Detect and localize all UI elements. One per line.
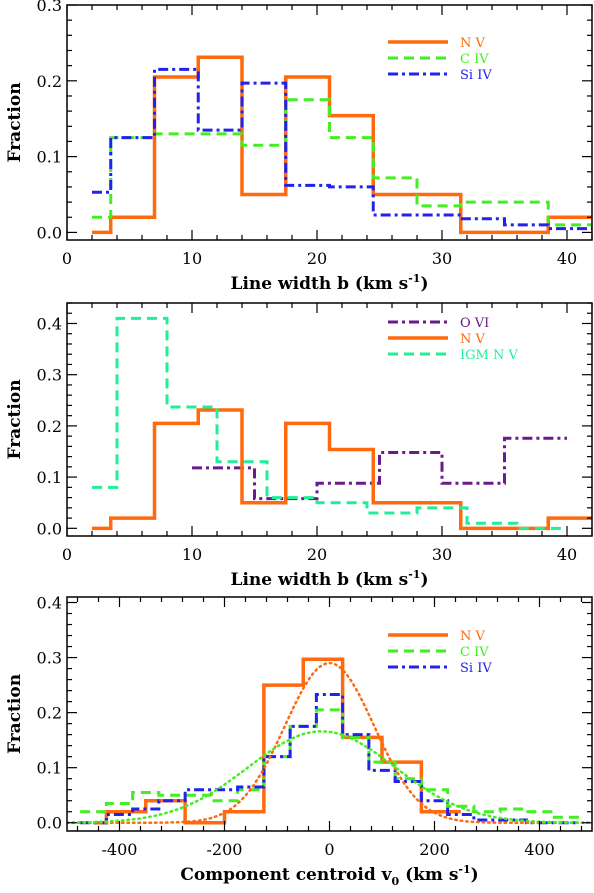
y-tick-label: 0.0 [37,223,62,242]
y-tick-label: 0.1 [37,759,62,778]
legend-label: C IV [460,52,489,67]
x-axis-label-superscript: -1 [408,568,420,581]
x-tick-label: 30 [432,249,452,268]
legend-entry-c-iv: C IV [388,52,489,67]
legend-entry-o-vi: O VI [388,316,489,331]
legend-entry-si-iv: Si IV [388,661,492,676]
legend-entry-n-v: N V [388,332,486,347]
panel-component-centroid: -400 -200 0 200 400 0.0 0.1 0.2 0.3 0.4 Component … [5,594,593,888]
x-tick-label: 0 [62,249,72,268]
plot-data [67,657,592,825]
legend-entry-n-v: N V [388,36,486,51]
x-tick-label: 20 [307,545,327,564]
x-tick-label: 200 [419,840,450,859]
y-axis-label: Fraction [5,674,25,754]
x-axis-label-text: Component centroid v [180,865,392,885]
x-axis-label-superscript: -1 [408,272,420,285]
y-tick-label: 0.4 [37,594,62,613]
series-o-vi-histogram [192,436,567,501]
y-tick-label: 0.3 [37,649,62,668]
legend-label: N V [460,36,486,51]
x-axis-label-text: (km s [399,865,458,885]
legend-label: C IV [460,645,489,660]
series-c-iv-histogram [92,98,592,227]
x-tick-label: 0 [324,840,334,859]
x-tick-label: 30 [432,545,452,564]
series-si-iv-histogram [80,692,579,825]
plot-frame [66,302,593,537]
x-axis-label-text: ) [420,274,428,294]
x-tick-label: 10 [182,249,202,268]
x-tick-label: 0 [62,545,72,564]
series-n-v-histogram [92,55,592,235]
x-tick-label: -200 [207,840,243,859]
legend-label: Si IV [460,661,492,676]
y-tick-label: 0.0 [37,519,62,538]
legend-label: N V [460,332,486,347]
x-axis-label-text: Line width b (km s [230,274,408,294]
legend-label: Si IV [460,68,492,83]
series-si-iv-histogram [92,67,592,231]
legend-label: O VI [460,316,489,331]
x-tick-label: 10 [182,545,202,564]
x-tick-label: 20 [307,249,327,268]
x-axis-label-subscript: 0 [392,875,400,888]
gaussian-fit-curve [67,730,592,824]
y-tick-label: 0.4 [37,314,62,333]
y-tick-label: 0.2 [37,417,62,436]
legend-entry-igm-n-v: IGM N V [388,348,518,363]
legend-entry-c-iv: C IV [388,645,489,660]
x-axis-label-superscript: -1 [458,863,470,876]
y-tick-label: 0.1 [37,468,62,487]
x-axis-label: Line width b (km s-1) [230,272,428,294]
x-axis-label-text: ) [420,570,428,590]
plot-frame [66,4,593,241]
x-axis-label-text: Line width b (km s [230,570,408,590]
plot-data [92,55,592,235]
x-axis-label: Component centroid v0 (km s-1) [180,863,478,888]
legend-label: N V [460,629,486,644]
y-tick-label: 0.3 [37,366,62,385]
legend-entry-n-v: N V [388,629,486,644]
x-tick-label: 400 [524,840,555,859]
legend-entry-si-iv: Si IV [388,68,492,83]
plot-frame [66,596,593,832]
panel-line-width-ovi-nv-igm: 0 10 20 30 40 0.0 0.1 0.2 0.3 0.4 Line width b (km… [5,302,593,590]
y-axis-label: Fraction [5,82,25,162]
plot-data [92,316,592,531]
y-tick-label: 0.0 [37,814,62,833]
y-axis-label: Fraction [5,379,25,459]
y-tick-label: 0.2 [37,704,62,723]
x-tick-label: 40 [557,545,577,564]
panel-line-width-nv-civ-siiv: 0 10 20 30 40 0.0 0.1 0.2 0.3 Line width b (km s-… [5,0,593,294]
x-tick-label: -400 [102,840,138,859]
y-tick-label: 0.1 [37,148,62,167]
series-n-v-histogram [92,408,592,531]
x-axis-label: Line width b (km s-1) [230,568,428,590]
x-tick-label: 40 [557,249,577,268]
series-igm-n-v-histogram [92,316,567,530]
legend-label: IGM N V [460,348,518,363]
x-axis-label-text: ) [471,865,479,885]
y-tick-label: 0.3 [37,0,62,15]
series-c-iv-histogram [80,708,579,819]
gaussian-fit-curve [67,661,592,824]
y-tick-label: 0.2 [37,72,62,91]
